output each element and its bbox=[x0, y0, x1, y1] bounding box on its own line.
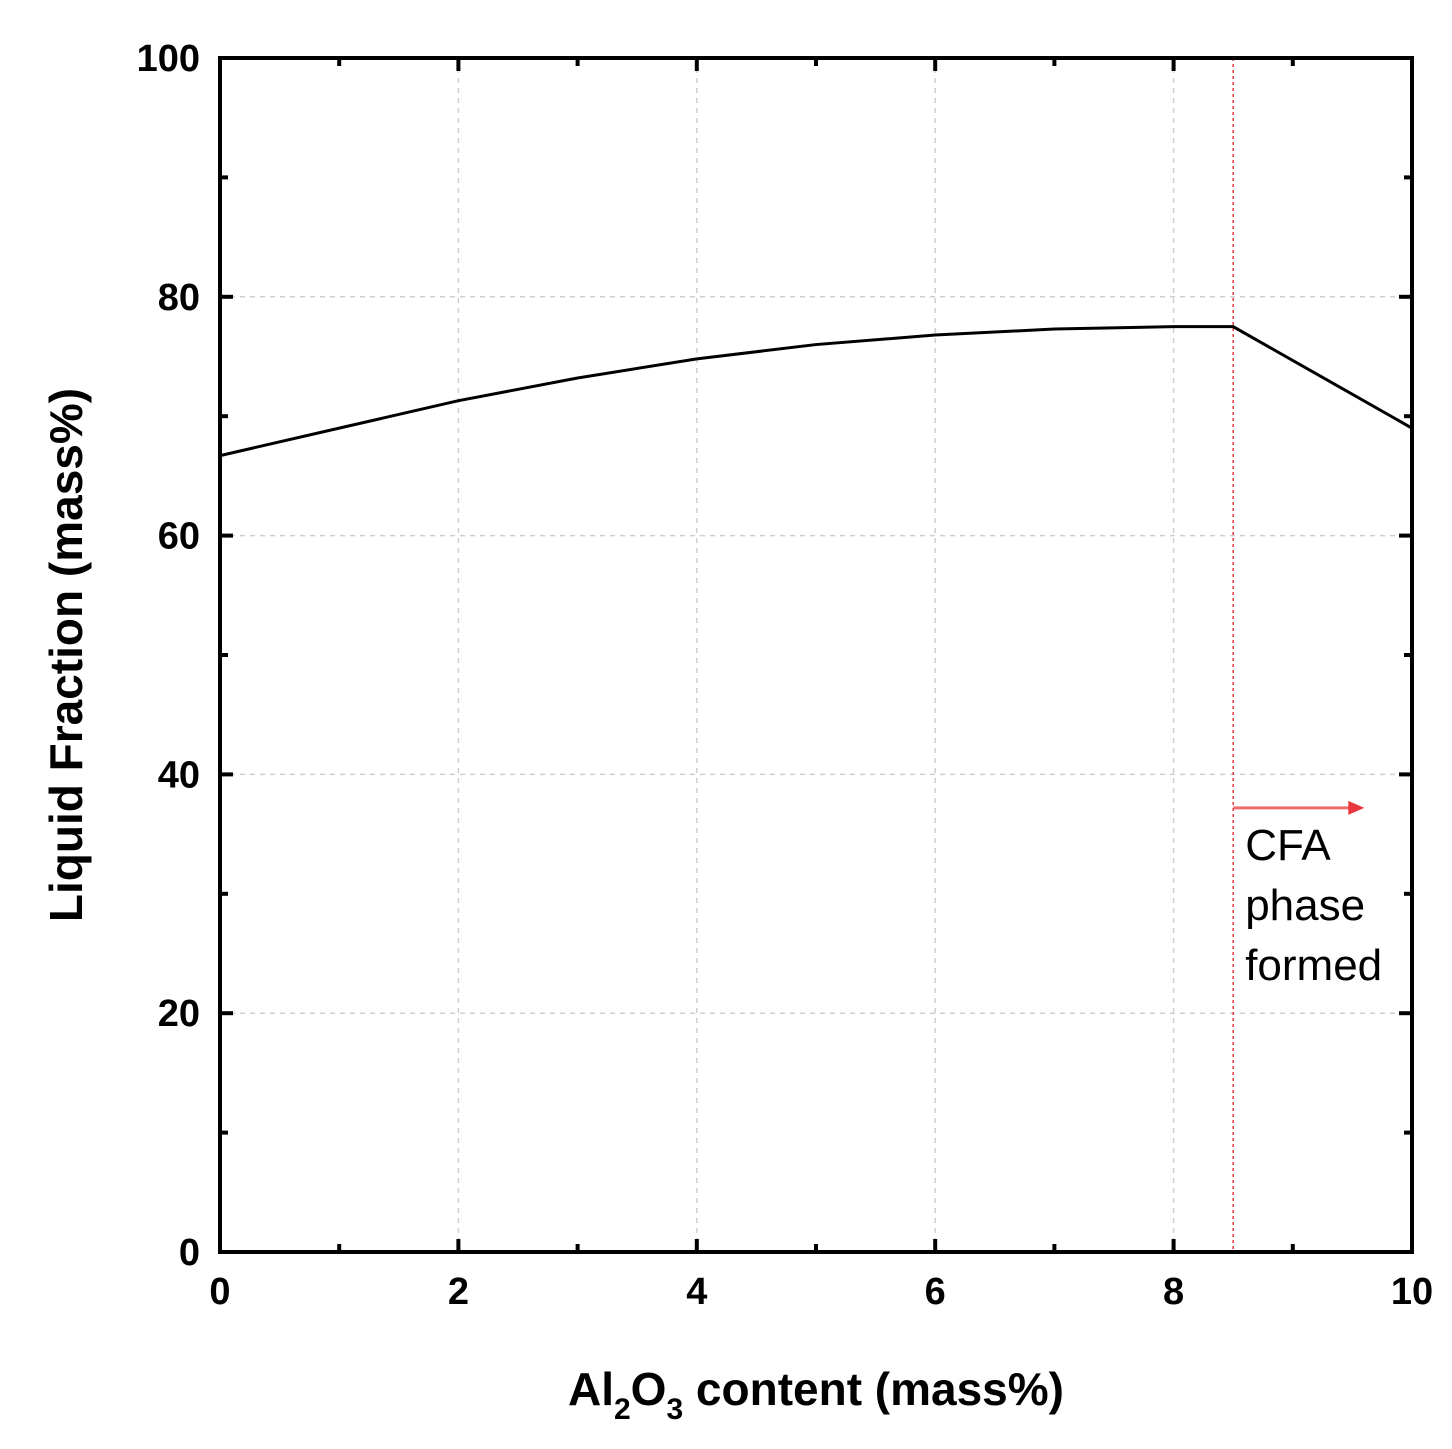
cfa-annotation-line: formed bbox=[1245, 941, 1382, 990]
y-tick-label: 20 bbox=[158, 993, 200, 1035]
y-tick-label: 40 bbox=[158, 754, 200, 796]
x-axis-label-subscript: 2 bbox=[614, 1393, 631, 1426]
x-tick-label: 4 bbox=[686, 1271, 707, 1313]
x-axis-label: Al2O3 content (mass%) bbox=[568, 1363, 1064, 1426]
y-tick-label: 80 bbox=[158, 277, 200, 319]
x-tick-label: 6 bbox=[925, 1271, 946, 1313]
y-tick-label: 0 bbox=[179, 1232, 200, 1274]
liquid-fraction-line bbox=[219, 325, 1413, 458]
x-tick-label: 10 bbox=[1391, 1271, 1433, 1313]
cfa-annotation: CFA phase formed bbox=[1245, 821, 1382, 990]
cfa-annotation-line: CFA bbox=[1245, 821, 1331, 870]
y-tick-label: 100 bbox=[137, 38, 200, 80]
y-tick-labels: 0 20 40 60 80 100 bbox=[137, 38, 200, 1274]
x-tick-label: 8 bbox=[1163, 1271, 1184, 1313]
cfa-arrow bbox=[1233, 800, 1365, 815]
x-tick-label: 0 bbox=[209, 1271, 230, 1313]
y-tick-label: 60 bbox=[158, 516, 200, 558]
y-axis-label: Liquid Fraction (mass%) bbox=[40, 388, 92, 922]
x-axis-label-part: content (mass%) bbox=[683, 1363, 1064, 1415]
cfa-arrow-head bbox=[1348, 800, 1365, 815]
x-axis-label-part: Al bbox=[568, 1363, 614, 1415]
cfa-annotation-line: phase bbox=[1245, 881, 1365, 930]
x-axis-label-part: O bbox=[631, 1363, 667, 1415]
x-axis-label-subscript: 3 bbox=[666, 1393, 683, 1426]
x-tick-label: 2 bbox=[448, 1271, 469, 1313]
x-tick-labels: 0 2 4 6 8 10 bbox=[209, 1271, 1433, 1313]
plot-frame bbox=[218, 56, 1414, 1254]
